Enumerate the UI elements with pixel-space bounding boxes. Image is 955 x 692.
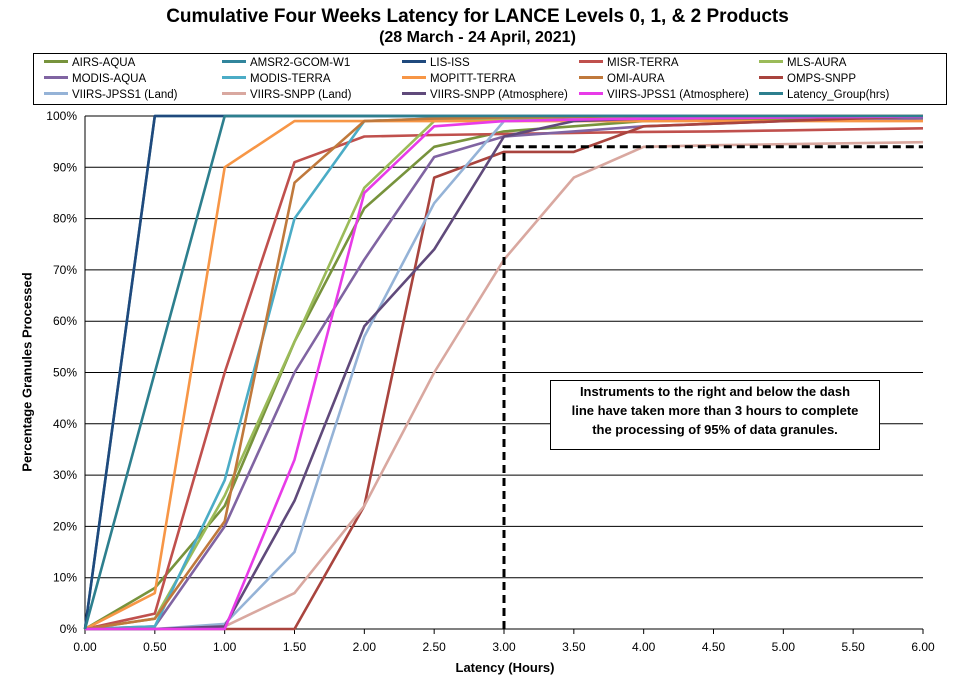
legend-label: MODIS-TERRA (250, 73, 331, 85)
x-tick-label: 0.50 (143, 640, 167, 654)
x-tick-label: 2.50 (422, 640, 446, 654)
series-line-airs-aqua (84, 115, 924, 631)
y-tick-label: 70% (53, 263, 77, 277)
legend-label: MOPITT-TERRA (430, 73, 516, 85)
legend-label: AIRS-AQUA (72, 57, 136, 69)
threshold-dashed-line (502, 145, 923, 629)
legend-item: AMSR2-GCOM-W1 (222, 55, 350, 71)
legend-swatch (222, 92, 246, 96)
legend-swatch (402, 92, 426, 96)
legend-swatch (402, 76, 426, 80)
legend-item: OMI-AURA (579, 71, 665, 87)
legend-label: VIIRS-SNPP (Land) (250, 89, 352, 101)
x-tick-label: 3.00 (492, 640, 516, 654)
x-tick-label: 5.00 (772, 640, 796, 654)
y-tick-label: 0% (60, 622, 78, 636)
x-tick-label: 5.50 (841, 640, 865, 654)
x-tick-label: 2.00 (353, 640, 377, 654)
y-tick-label: 80% (53, 212, 77, 226)
x-tick-label: 1.00 (213, 640, 237, 654)
legend-label: LIS-ISS (430, 57, 470, 69)
legend-item: LIS-ISS (402, 55, 470, 71)
x-tick-label: 3.50 (562, 640, 586, 654)
legend-label: VIIRS-JPSS1 (Atmosphere) (607, 89, 749, 101)
y-axis-label: Percentage Granules Processed (19, 272, 35, 472)
legend-swatch (579, 76, 603, 80)
y-tick-label: 60% (53, 314, 77, 328)
chart-subtitle: (28 March - 24 April, 2021) (379, 29, 576, 46)
y-tick-label: 40% (53, 417, 77, 431)
legend-item: Latency_Group(hrs) (759, 87, 889, 103)
legend-label: Latency_Group(hrs) (787, 89, 890, 101)
legend-item: AIRS-AQUA (44, 55, 135, 71)
x-axis-label: Latency (Hours) (455, 660, 555, 675)
y-tick-label: 50% (53, 366, 77, 380)
annotation-line: Instruments to the right and below the d… (579, 384, 851, 399)
annotation-line: the processing of 95% of data granules. (592, 422, 838, 437)
legend-swatch (759, 60, 783, 64)
legend-swatch (402, 60, 426, 64)
legend-label: VIIRS-JPSS1 (Land) (72, 89, 178, 101)
legend-swatch (44, 76, 68, 80)
legend-swatch (759, 76, 783, 80)
x-tick-label: 4.00 (632, 640, 656, 654)
series-line-latency-group-hrs (83, 114, 923, 630)
legend-item: VIIRS-JPSS1 (Land) (44, 87, 177, 103)
legend-label: OMI-AURA (607, 73, 665, 85)
legend-item: VIIRS-SNPP (Atmosphere) (402, 87, 568, 103)
legend-label: OMPS-SNPP (787, 73, 857, 85)
legend-swatch (44, 92, 68, 96)
legend-item: MISR-TERRA (579, 55, 679, 71)
legend-swatch (579, 92, 603, 96)
legend-swatch (222, 60, 246, 64)
y-tick-label: 20% (53, 519, 77, 533)
y-tick-label: 100% (46, 109, 77, 123)
legend-label: AMSR2-GCOM-W1 (250, 57, 351, 69)
legend-item: MLS-AURA (759, 55, 846, 71)
chart-annotation-box: Instruments to the right and below the d… (550, 380, 880, 450)
legend-label: MLS-AURA (787, 57, 847, 69)
x-tick-label: 6.00 (911, 640, 935, 654)
legend-item: MODIS-AQUA (44, 71, 146, 87)
x-tick-label: 1.50 (283, 640, 307, 654)
legend-item: OMPS-SNPP (759, 71, 856, 87)
x-tick-label: 4.50 (702, 640, 726, 654)
y-tick-label: 30% (53, 468, 77, 482)
chart-title: Cumulative Four Weeks Latency for LANCE … (166, 6, 789, 27)
legend-swatch (44, 60, 68, 64)
legend-item: MODIS-TERRA (222, 71, 331, 87)
legend-label: VIIRS-SNPP (Atmosphere) (430, 89, 568, 101)
legend-swatch (579, 60, 603, 64)
legend-item: VIIRS-JPSS1 (Atmosphere) (579, 87, 749, 103)
annotation-line: line have taken more than 3 hours to com… (571, 403, 859, 418)
legend-item: VIIRS-SNPP (Land) (222, 87, 351, 103)
x-tick-label: 0.00 (73, 640, 97, 654)
legend-label: MISR-TERRA (607, 57, 679, 69)
y-tick-label: 10% (53, 571, 77, 585)
series-line-misr-terra (84, 127, 924, 631)
legend-swatch (222, 76, 246, 80)
y-tick-label: 90% (53, 160, 77, 174)
legend-label: MODIS-AQUA (72, 73, 147, 85)
series-line-viirs-jpss1-atmosphere (85, 115, 924, 631)
chart-legend: AIRS-AQUA AMSR2-GCOM-W1 LIS-ISS MISR-TERRA M… (33, 53, 947, 105)
legend-swatch (759, 92, 783, 96)
legend-item: MOPITT-TERRA (402, 71, 516, 87)
